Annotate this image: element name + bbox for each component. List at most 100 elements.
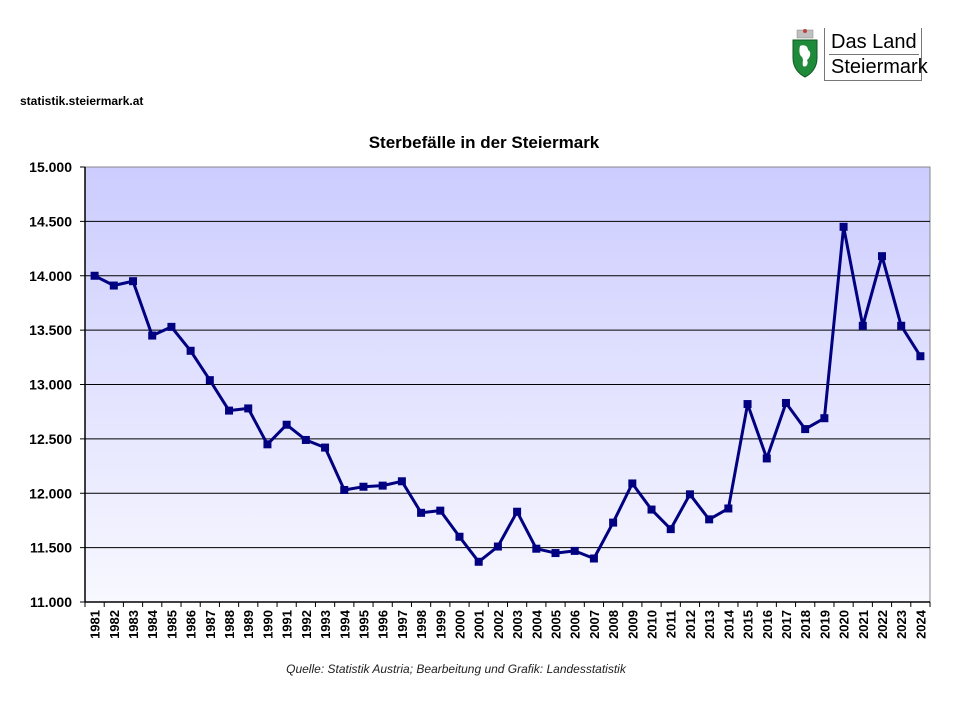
x-tick-label: 2001 — [472, 610, 487, 639]
x-tick-label: 2020 — [837, 610, 852, 639]
data-point-marker — [801, 425, 810, 434]
x-tick-label: 1987 — [203, 610, 218, 639]
y-tick-label: 13.000 — [29, 377, 72, 393]
data-point-marker — [570, 546, 579, 555]
y-axis: 11.000 11.500 12.000 12.500 13.000 13.500 14.0… — [29, 159, 86, 610]
x-tick-label: 1983 — [126, 610, 141, 639]
y-tick-label: 14.000 — [29, 268, 72, 284]
x-tick-label: 1986 — [184, 610, 199, 639]
data-point-marker — [282, 420, 291, 429]
data-point-marker — [148, 331, 157, 340]
data-point-marker — [397, 477, 406, 486]
y-tick-label: 12.000 — [29, 485, 72, 501]
x-tick-label: 2010 — [645, 610, 660, 639]
data-point-marker — [743, 400, 752, 409]
x-tick-label: 2009 — [625, 610, 640, 639]
x-tick-label: 2003 — [510, 610, 525, 639]
x-tick-label: 1989 — [241, 610, 256, 639]
data-point-marker — [263, 440, 272, 449]
logo: Das Land Steiermark — [790, 28, 928, 84]
source-note: Quelle: Statistik Austria; Bearbeitung u… — [286, 662, 626, 676]
data-point-marker — [474, 557, 483, 566]
data-point-marker — [340, 485, 349, 494]
logo-wordmark: Das Land Steiermark — [824, 28, 928, 81]
y-tick-label: 11.500 — [30, 540, 72, 556]
y-tick-label: 11.000 — [30, 594, 72, 610]
data-point-marker — [839, 222, 848, 231]
data-series — [90, 222, 925, 566]
x-tick-label: 2005 — [549, 610, 564, 639]
x-tick-label: 2019 — [817, 610, 832, 639]
data-point-marker — [628, 479, 637, 488]
data-point-marker — [705, 515, 714, 524]
x-tick-label: 2021 — [856, 610, 871, 639]
data-point-marker — [455, 532, 464, 541]
x-tick-label: 2024 — [913, 609, 928, 639]
logo-line2: Steiermark — [829, 54, 928, 78]
data-point-marker — [647, 505, 656, 514]
x-tick-label: 2018 — [798, 610, 813, 639]
x-tick-label: 2000 — [452, 610, 467, 639]
data-point-marker — [301, 435, 310, 444]
data-point-marker — [685, 490, 694, 499]
x-tick-label: 1984 — [145, 609, 160, 639]
x-tick-label: 1999 — [433, 610, 448, 639]
data-point-marker — [877, 252, 886, 261]
data-point-marker — [244, 404, 253, 413]
x-tick-label: 2008 — [606, 610, 621, 639]
data-point-marker — [417, 508, 426, 517]
data-point-marker — [513, 507, 522, 516]
x-tick-label: 1990 — [260, 610, 275, 639]
x-tick-label: 2002 — [491, 610, 506, 639]
x-tick-label: 1988 — [222, 610, 237, 639]
data-point-marker — [532, 544, 541, 553]
y-tick-label: 13.500 — [29, 322, 72, 338]
x-tick-label: 1995 — [356, 610, 371, 639]
gridlines — [85, 220, 930, 549]
logo-line1: Das Land — [831, 31, 917, 53]
chart-title: Sterbefälle in der Steiermark — [368, 133, 600, 152]
data-point-marker — [436, 506, 445, 515]
data-point-marker — [378, 481, 387, 490]
data-point-marker — [589, 554, 598, 563]
x-tick-label: 2014 — [721, 609, 736, 639]
data-point-marker — [551, 549, 560, 558]
x-tick-label: 2013 — [702, 610, 717, 639]
x-tick-label: 2022 — [875, 610, 890, 639]
x-tick-label: 2023 — [894, 610, 909, 639]
x-tick-label: 2016 — [760, 610, 775, 639]
x-tick-label: 1996 — [376, 610, 391, 639]
x-tick-label: 1993 — [318, 610, 333, 639]
x-tick-label: 2012 — [683, 610, 698, 639]
data-point-marker — [321, 443, 330, 452]
x-tick-label: 1991 — [280, 610, 295, 639]
x-axis: 1981 1982 1983 1984 1985 1986 1987 1988 1989 1990… — [84, 601, 931, 639]
x-tick-label: 2011 — [664, 610, 679, 638]
data-point-marker — [609, 518, 618, 527]
data-point-marker — [109, 281, 118, 290]
data-point-marker — [359, 482, 368, 491]
data-point-marker — [186, 346, 195, 355]
data-point-marker — [666, 525, 675, 534]
x-tick-label: 2007 — [587, 610, 602, 639]
data-point-marker — [167, 322, 176, 331]
data-point-marker — [762, 454, 771, 463]
coat-of-arms-icon — [792, 29, 818, 78]
y-tick-label: 14.500 — [29, 213, 72, 229]
data-point-marker — [858, 321, 867, 330]
x-tick-label: 2017 — [779, 610, 794, 639]
data-point-marker — [916, 352, 925, 361]
x-tick-label: 2015 — [741, 610, 756, 639]
x-tick-label: 1992 — [299, 610, 314, 639]
site-url: statistik.steiermark.at — [20, 94, 144, 108]
x-tick-label: 1998 — [414, 610, 429, 639]
y-tick-label: 12.500 — [29, 431, 72, 447]
data-point-marker — [225, 406, 234, 415]
x-tick-label: 1997 — [395, 610, 410, 639]
data-point-marker — [897, 321, 906, 330]
y-tick-label: 15.000 — [29, 159, 72, 175]
x-tick-label: 1994 — [337, 609, 352, 639]
x-tick-label: 1985 — [164, 610, 179, 639]
data-point-marker — [820, 414, 829, 423]
